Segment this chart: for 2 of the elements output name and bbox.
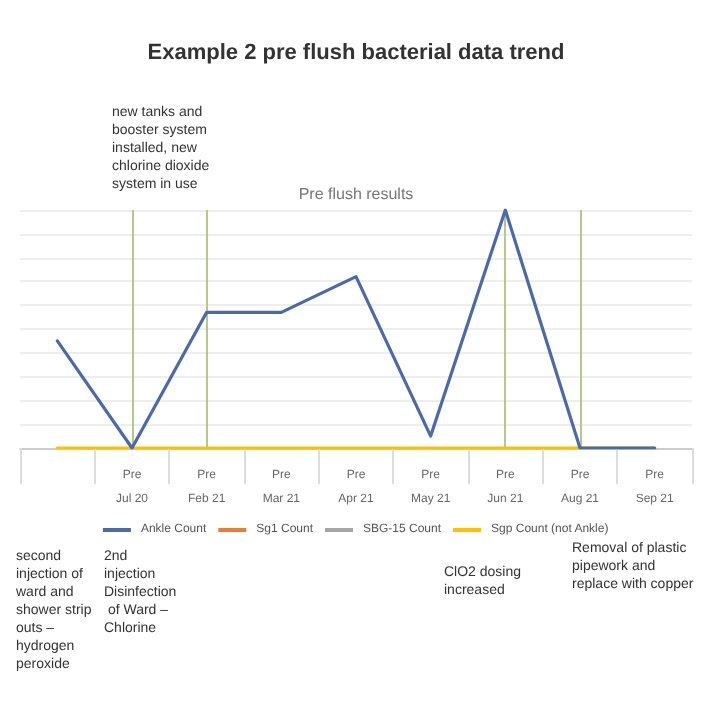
chart-title: Example 2 pre flush bacterial data trend [147,41,565,65]
chart-subtitle: Pre flush results [298,185,414,203]
